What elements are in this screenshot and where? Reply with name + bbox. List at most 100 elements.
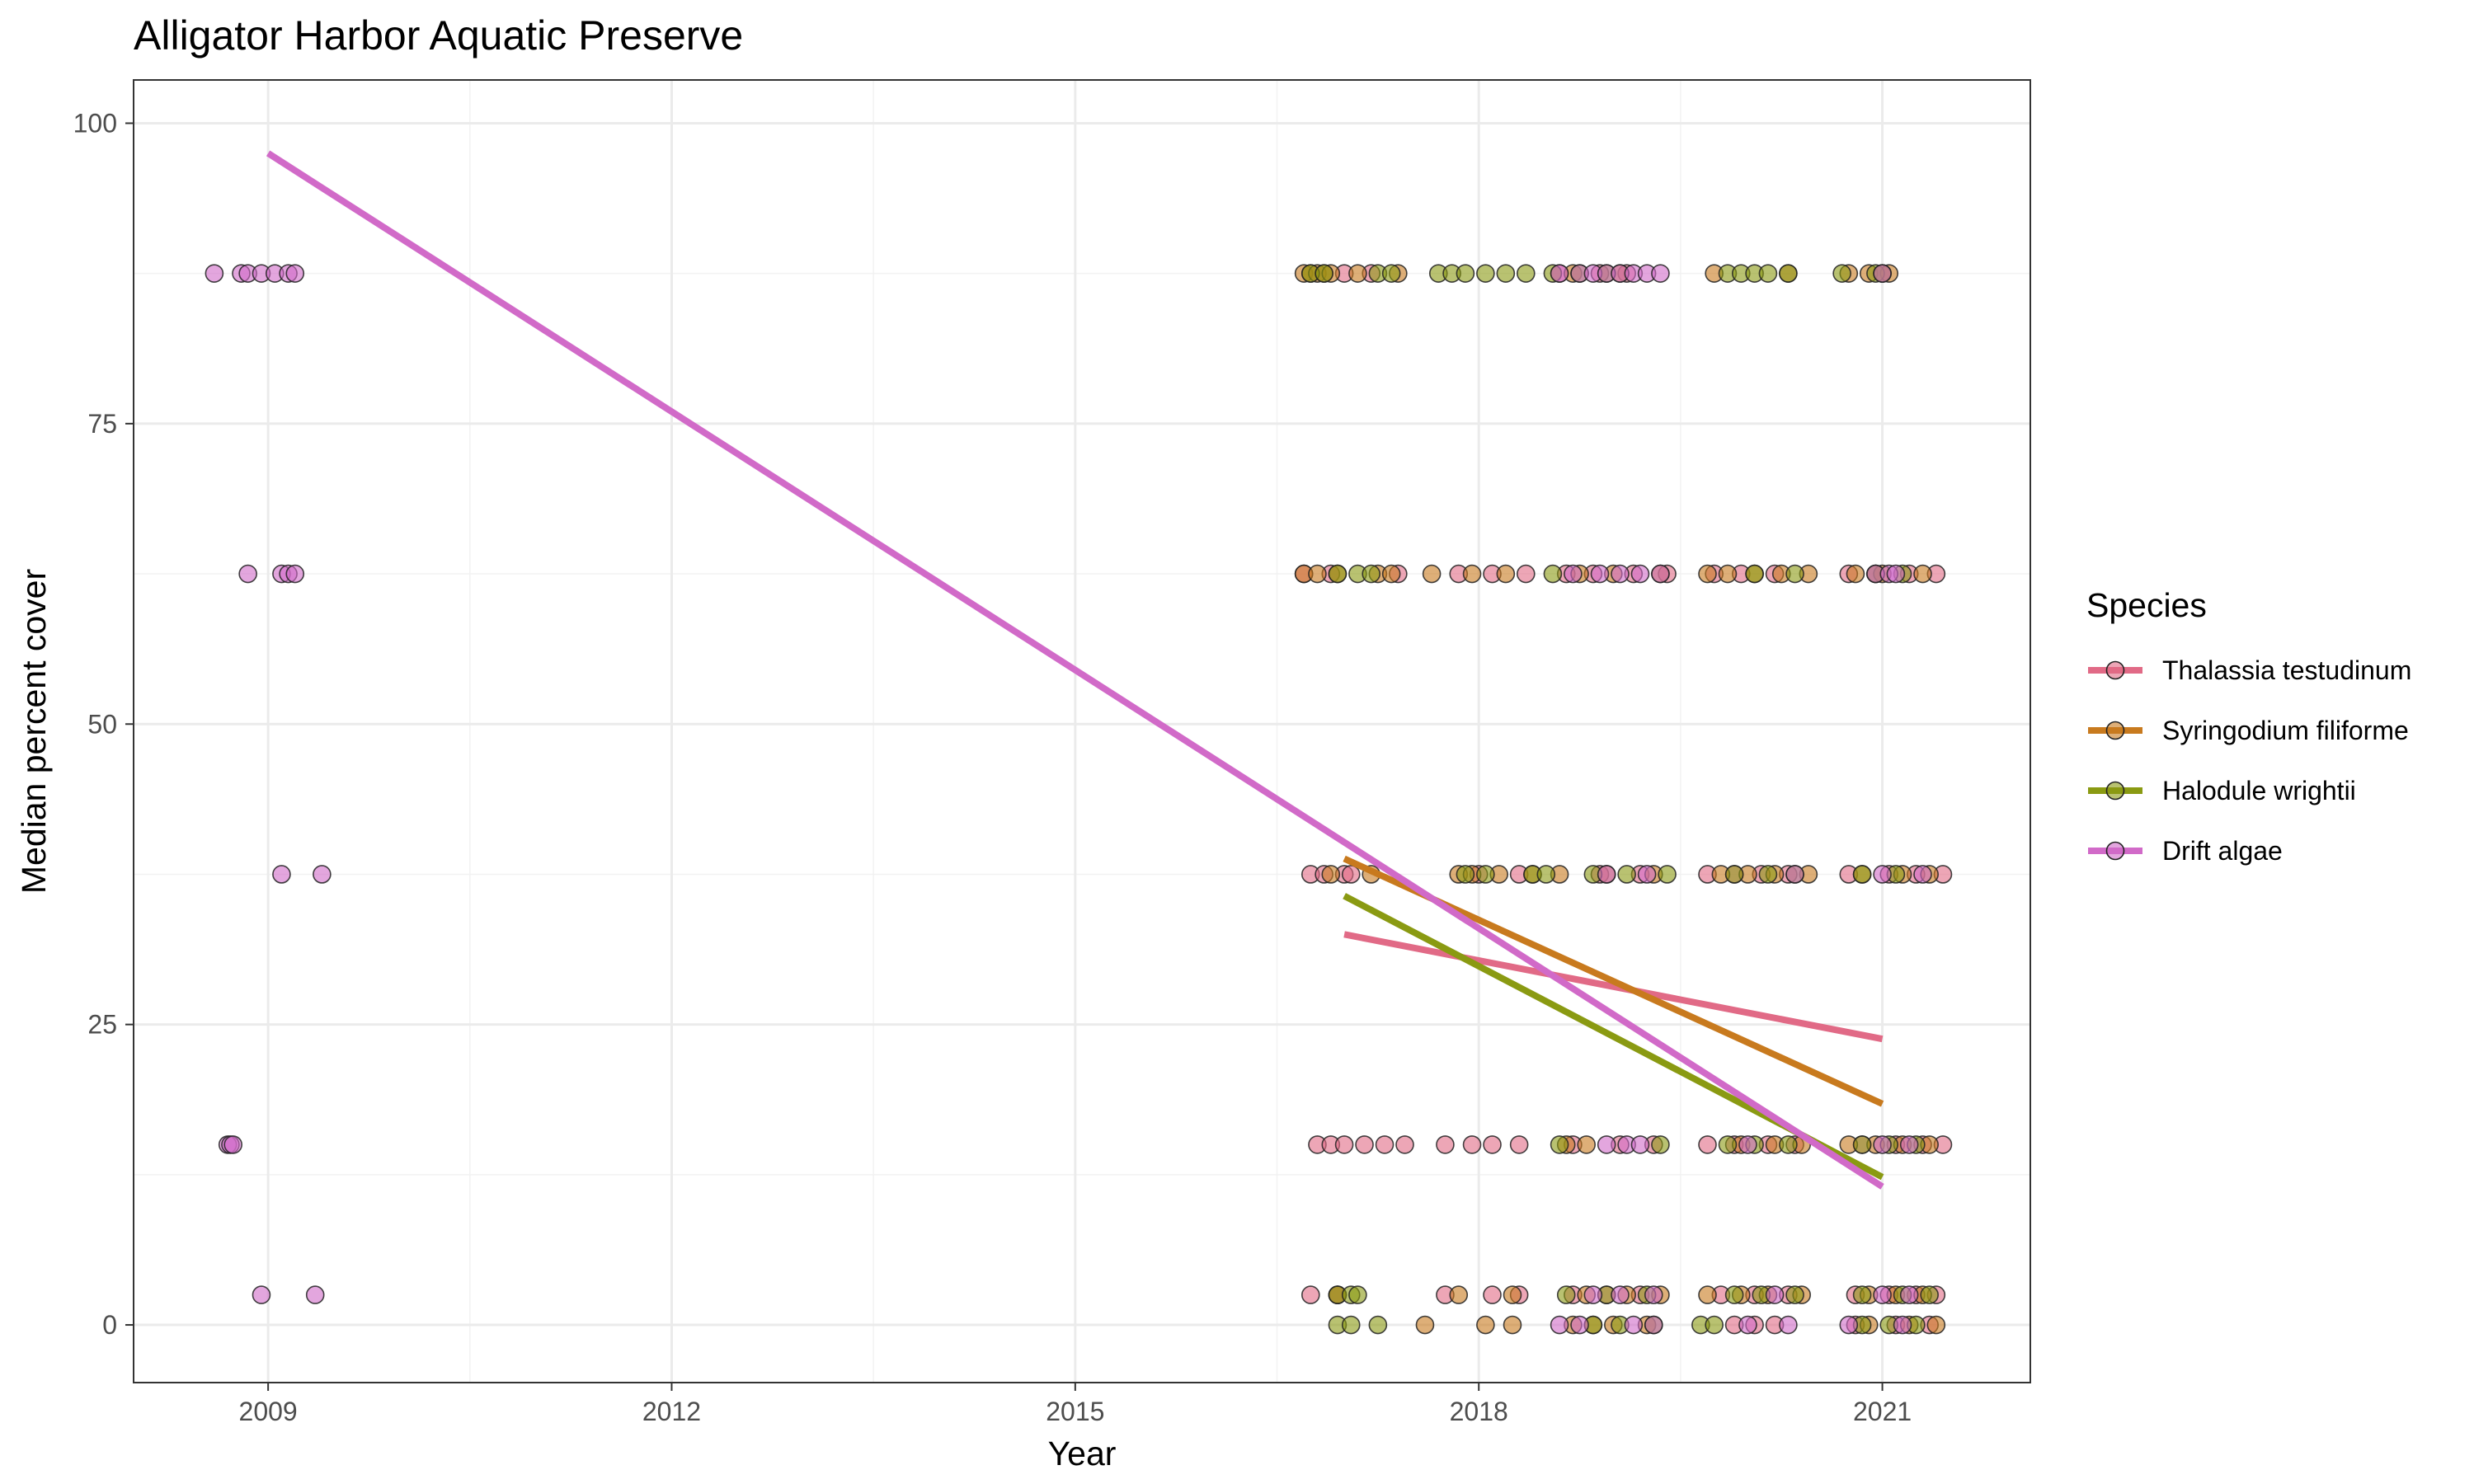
x-tick-label: 2021 (1853, 1397, 1912, 1426)
legend-label: Halodule wrightii (2162, 776, 2356, 805)
data-point (238, 564, 257, 584)
data-point (1381, 564, 1401, 584)
data-point (1375, 1135, 1395, 1154)
x-tick-label: 2015 (1046, 1397, 1104, 1426)
data-point (1899, 1135, 1919, 1154)
data-point (1564, 564, 1583, 584)
data-point (1462, 564, 1482, 584)
data-point (1456, 264, 1475, 283)
legend-key-point (2105, 841, 2125, 861)
data-point (1724, 1285, 1744, 1304)
data-point (1873, 1285, 1892, 1304)
data-point (1913, 564, 1932, 584)
y-tick-label: 50 (87, 709, 117, 739)
data-point (1698, 1135, 1717, 1154)
data-point (1644, 1315, 1663, 1335)
data-point (1381, 264, 1401, 283)
data-point (1651, 564, 1670, 584)
data-point (1415, 1315, 1435, 1335)
data-point (1483, 1285, 1502, 1304)
data-point (1550, 1315, 1569, 1335)
data-point (1785, 1285, 1804, 1304)
data-point (1516, 264, 1536, 283)
data-point (285, 564, 305, 584)
data-point (1462, 1135, 1482, 1154)
data-point (252, 1285, 271, 1304)
data-point (1718, 564, 1738, 584)
data-point (1308, 564, 1327, 584)
legend: Species Thalassia testudinum Syringodium … (2086, 586, 2411, 866)
data-point (1597, 865, 1616, 884)
data-point (1476, 264, 1495, 283)
data-point (1832, 264, 1851, 283)
data-point (1658, 865, 1677, 884)
data-point (1543, 564, 1563, 584)
data-point (1328, 564, 1348, 584)
data-point (1348, 264, 1367, 283)
data-point (313, 865, 332, 884)
data-point (1617, 865, 1636, 884)
legend-label: Syringodium filiforme (2162, 716, 2409, 745)
data-point (1456, 865, 1475, 884)
data-point (1476, 1315, 1495, 1335)
data-point (1348, 1285, 1367, 1304)
trend-line (266, 150, 1884, 1190)
data-point (1368, 1315, 1388, 1335)
data-point (1758, 264, 1778, 283)
data-point (1341, 1315, 1361, 1335)
data-point (1476, 865, 1495, 884)
y-axis-title: Median percent cover (15, 569, 53, 894)
chart-title: Alligator Harbor Aquatic Preserve (134, 12, 743, 59)
data-point (1536, 865, 1556, 884)
data-point (205, 264, 224, 283)
y-tick-label: 0 (102, 1310, 117, 1340)
data-point (285, 264, 305, 283)
data-point (1886, 564, 1906, 584)
trend-lines (266, 150, 1884, 1190)
data-point (223, 1135, 243, 1154)
x-axis-title: Year (1048, 1435, 1117, 1472)
data-point (1873, 865, 1892, 884)
legend-label: Thalassia testudinum (2162, 655, 2411, 685)
data-point (1779, 1135, 1798, 1154)
data-point (1630, 564, 1650, 584)
legend-title: Species (2086, 586, 2207, 624)
data-point (1503, 1315, 1522, 1335)
data-point (1852, 1135, 1872, 1154)
data-point (1651, 264, 1670, 283)
data-point (1483, 1135, 1502, 1154)
data-point (1846, 564, 1865, 584)
data-point (1718, 1135, 1738, 1154)
data-point (1839, 1315, 1859, 1335)
data-point (1556, 1285, 1576, 1304)
data-point (1583, 1285, 1603, 1304)
data-point (1509, 1135, 1529, 1154)
data-point (1516, 564, 1536, 584)
data-point (1873, 264, 1892, 283)
data-point (1362, 564, 1381, 584)
data-point (1920, 1285, 1939, 1304)
data-point (1893, 1315, 1912, 1335)
data-point (1698, 564, 1717, 584)
data-point (1334, 1135, 1354, 1154)
data-point (1496, 264, 1516, 283)
data-point (1852, 865, 1872, 884)
data-point (1577, 1135, 1597, 1154)
data-point (1630, 1135, 1650, 1154)
data-point (1899, 1285, 1919, 1304)
data-point (305, 1285, 325, 1304)
data-point (1611, 1285, 1630, 1304)
data-point (1496, 564, 1516, 584)
plot-border (133, 79, 2031, 1383)
data-point (1765, 1285, 1785, 1304)
x-tick-label: 2012 (642, 1397, 701, 1426)
legend-label: Drift algae (2162, 836, 2283, 866)
data-point (1758, 865, 1778, 884)
y-tick-label: 75 (87, 409, 117, 439)
legend-key-point (2105, 781, 2125, 801)
data-point (1550, 264, 1569, 283)
data-point (1738, 1135, 1757, 1154)
data-point (1301, 1285, 1320, 1304)
data-point (1779, 1315, 1798, 1335)
